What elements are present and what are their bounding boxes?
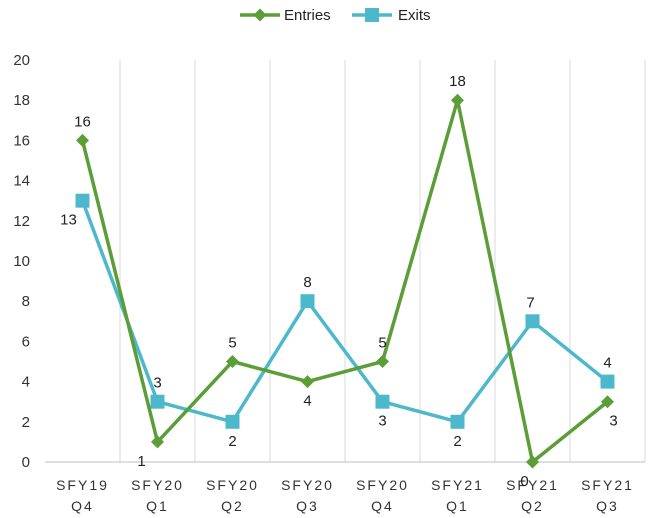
data-point-exits bbox=[375, 394, 390, 409]
gridlines bbox=[119, 60, 646, 462]
data-label-entries: 18 bbox=[449, 73, 466, 90]
x-tick-label: SFY21 bbox=[581, 477, 634, 493]
data-label-entries: 1 bbox=[137, 453, 145, 470]
data-label-entries: 3 bbox=[609, 413, 617, 430]
x-tick-label: Q4 bbox=[71, 498, 94, 514]
x-tick-label: Q2 bbox=[221, 498, 244, 514]
data-point-exits bbox=[150, 394, 165, 409]
y-tick-label: 4 bbox=[22, 374, 30, 391]
data-point-entries bbox=[226, 355, 239, 368]
data-point-exits bbox=[75, 193, 90, 208]
data-label-exits: 2 bbox=[228, 433, 236, 450]
series-layer bbox=[75, 93, 615, 469]
data-label-entries: 5 bbox=[378, 335, 386, 352]
data-point-entries bbox=[151, 435, 164, 449]
y-tick-label: 10 bbox=[13, 253, 30, 270]
y-tick-label: 12 bbox=[13, 213, 30, 230]
data-label-exits: 8 bbox=[303, 274, 311, 291]
y-tick-label: 0 bbox=[22, 454, 30, 471]
data-point-entries bbox=[76, 133, 89, 147]
data-label-entries: 16 bbox=[74, 113, 91, 130]
data-point-entries bbox=[526, 455, 539, 469]
x-tick-label: Q2 bbox=[521, 498, 544, 514]
x-tick-label: SFY20 bbox=[206, 477, 259, 493]
x-tick-label: Q3 bbox=[596, 498, 619, 514]
data-point-exits bbox=[225, 414, 240, 429]
x-tick-label: SFY21 bbox=[431, 477, 484, 493]
data-label-exits: 7 bbox=[526, 294, 534, 311]
data-point-entries bbox=[451, 93, 464, 107]
legend: Entries Exits bbox=[240, 7, 431, 24]
data-label-entries: 5 bbox=[228, 335, 236, 352]
x-tick-label: Q1 bbox=[146, 498, 169, 514]
data-point-entries bbox=[301, 375, 314, 389]
y-tick-label: 8 bbox=[22, 293, 30, 310]
data-point-exits bbox=[525, 314, 540, 329]
data-label-entries: 0 bbox=[520, 473, 528, 490]
legend-label-exits: Exits bbox=[398, 7, 431, 24]
data-point-exits bbox=[300, 294, 315, 309]
y-tick-label: 16 bbox=[13, 132, 30, 149]
data-point-exits bbox=[600, 374, 615, 389]
x-tick-label: SFY19 bbox=[56, 477, 109, 493]
x-tick-label: SFY21 bbox=[506, 477, 559, 493]
data-label-exits: 3 bbox=[153, 375, 161, 392]
y-tick-label: 14 bbox=[13, 173, 30, 190]
legend-label-entries: Entries bbox=[284, 7, 331, 24]
y-tick-label: 6 bbox=[22, 333, 30, 350]
data-point-entries bbox=[601, 395, 614, 409]
x-tick-label: Q4 bbox=[371, 498, 394, 514]
data-label-exits: 13 bbox=[60, 212, 77, 229]
legend-marker-entries bbox=[253, 8, 267, 22]
legend-marker-exits bbox=[365, 8, 379, 22]
y-tick-label: 2 bbox=[22, 414, 30, 431]
x-tick-label: Q1 bbox=[446, 498, 469, 514]
x-tick-label: Q3 bbox=[296, 498, 319, 514]
data-point-exits bbox=[450, 414, 465, 429]
data-label-exits: 4 bbox=[603, 355, 611, 372]
data-label-exits: 3 bbox=[378, 413, 386, 430]
series-line-entries bbox=[80, 98, 609, 464]
x-tick-label: SFY20 bbox=[281, 477, 334, 493]
y-tick-label: 20 bbox=[13, 52, 30, 69]
data-label-exits: 2 bbox=[453, 433, 461, 450]
x-tick-label: SFY20 bbox=[131, 477, 184, 493]
data-point-entries bbox=[376, 355, 389, 368]
y-axis-ticks: 0 2 4 6 8 10 12 14 16 18 20 bbox=[13, 52, 30, 471]
series-line-exits bbox=[80, 200, 609, 424]
y-tick-label: 18 bbox=[13, 92, 30, 109]
x-tick-label: SFY20 bbox=[356, 477, 409, 493]
data-label-entries: 4 bbox=[303, 393, 311, 410]
x-axis-ticks: SFY19 Q4 SFY20 Q1 SFY20 Q2 SFY20 Q3 SFY20 Q4 SFY21… bbox=[56, 477, 634, 514]
